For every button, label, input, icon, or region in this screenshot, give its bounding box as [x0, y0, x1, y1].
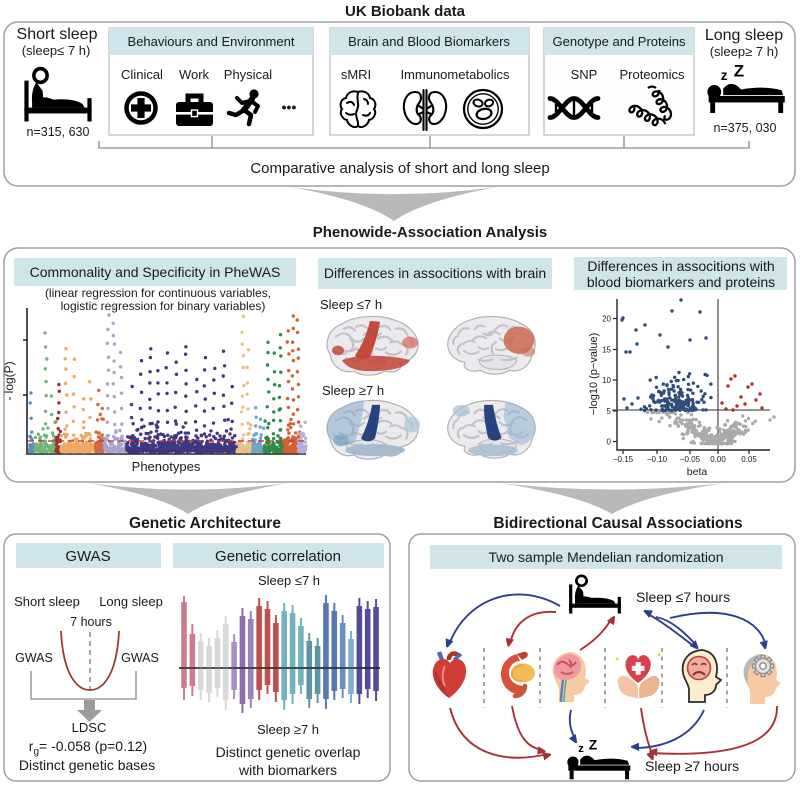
svg-text:n=375, 030: n=375, 030	[714, 121, 777, 135]
svg-text:z: z	[721, 68, 728, 83]
svg-text:Comparative analysis of short: Comparative analysis of short and long s…	[250, 160, 549, 177]
svg-text:5: 5	[607, 407, 612, 416]
svg-text:Phenowide-Association Analysis: Phenowide-Association Analysis	[313, 224, 548, 241]
svg-text:15: 15	[602, 346, 611, 355]
svg-text:Sleep ≤7 h: Sleep ≤7 h	[258, 573, 320, 588]
svg-text:10: 10	[602, 376, 611, 385]
svg-text:GWAS: GWAS	[65, 548, 110, 565]
svg-text:7 hours: 7 hours	[70, 615, 112, 629]
svg-text:Long sleep: Long sleep	[99, 594, 163, 609]
svg-text:beta: beta	[687, 466, 708, 478]
svg-text:Bidirectional Causal Associati: Bidirectional Causal Associations	[493, 515, 742, 532]
svg-text:Distinct genetic bases: Distinct genetic bases	[19, 757, 155, 773]
svg-text:0.05: 0.05	[741, 455, 757, 464]
svg-text:Long sleep: Long sleep	[705, 27, 783, 44]
svg-text:Two sample Mendelian randomiza: Two sample Mendelian randomization	[488, 549, 723, 565]
svg-text:rg= -0.058 (p=0.12): rg= -0.058 (p=0.12)	[29, 738, 147, 758]
svg-text:Genotype and Proteins: Genotype and Proteins	[553, 34, 686, 49]
svg-text:−0.10: −0.10	[647, 455, 668, 464]
svg-text:Differences in associtions wit: Differences in associtions with	[587, 258, 774, 274]
svg-text:Short sleep: Short sleep	[17, 26, 98, 43]
svg-text:Commonality and Specificity in: Commonality and Specificity in PheWAS	[30, 264, 281, 280]
svg-text:(sleep≥ 7 h): (sleep≥ 7 h)	[710, 44, 779, 59]
svg-text:Sleep ≥7 h: Sleep ≥7 h	[257, 722, 319, 737]
svg-text:logistic regression for binary: logistic regression for binary variables…	[61, 299, 266, 313]
svg-text:Clinical: Clinical	[121, 67, 163, 82]
svg-text:Sleep ≤7 h: Sleep ≤7 h	[320, 297, 382, 312]
svg-text:LDSC: LDSC	[72, 720, 107, 735]
svg-text:Short sleep: Short sleep	[14, 594, 80, 609]
svg-text:Proteomics: Proteomics	[619, 67, 685, 82]
svg-text:Genetic correlation: Genetic correlation	[215, 548, 341, 565]
svg-text:Z: Z	[589, 737, 598, 753]
svg-text:Sleep ≥7 hours: Sleep ≥7 hours	[645, 758, 739, 774]
svg-text:Distinct genetic overlap: Distinct genetic overlap	[216, 744, 361, 760]
svg-text:Behaviours and Environment: Behaviours and Environment	[128, 34, 295, 49]
svg-text:0.00: 0.00	[710, 455, 726, 464]
svg-text:Z: Z	[734, 62, 744, 81]
svg-text:SNP: SNP	[571, 67, 598, 82]
svg-text:20: 20	[602, 315, 611, 324]
svg-text:GWAS: GWAS	[121, 651, 159, 665]
svg-text:−log10 (p−value): −log10 (p−value)	[588, 333, 600, 416]
svg-text:GWAS: GWAS	[15, 651, 53, 665]
svg-text:(sleep≤ 7 h): (sleep≤ 7 h)	[22, 43, 91, 58]
svg-text:Immunometabolics: Immunometabolics	[400, 67, 510, 82]
svg-text:(linear regression for continu: (linear regression for continuous variab…	[45, 286, 271, 300]
svg-text:Brain and Blood Biomarkers: Brain and Blood Biomarkers	[348, 34, 510, 49]
svg-text:z: z	[578, 743, 584, 755]
svg-text:Phenotypes: Phenotypes	[132, 459, 201, 474]
svg-text:•••: •••	[282, 99, 297, 115]
svg-text:blood biomarkers and proteins: blood biomarkers and proteins	[587, 274, 775, 290]
svg-text:0: 0	[607, 438, 612, 447]
svg-text:Work: Work	[179, 67, 210, 82]
svg-text:Sleep ≤7 hours: Sleep ≤7 hours	[636, 589, 730, 605]
svg-text:UK Biobank data: UK Biobank data	[345, 3, 466, 20]
svg-text:−0.15: −0.15	[613, 455, 634, 464]
svg-text:Genetic Architecture: Genetic Architecture	[129, 515, 281, 532]
svg-text:Sleep ≥7 h: Sleep ≥7 h	[322, 383, 384, 398]
svg-text:with biomarkers: with biomarkers	[238, 762, 337, 778]
svg-text:sMRI: sMRI	[341, 67, 371, 82]
svg-text:Differences in associtions wit: Differences in associtions with brain	[324, 265, 546, 281]
svg-text:−0.05: −0.05	[680, 455, 701, 464]
svg-text:n=315, 630: n=315, 630	[27, 125, 90, 139]
svg-text:Physical: Physical	[224, 67, 273, 82]
svg-text:- log(P): - log(P)	[2, 361, 16, 400]
